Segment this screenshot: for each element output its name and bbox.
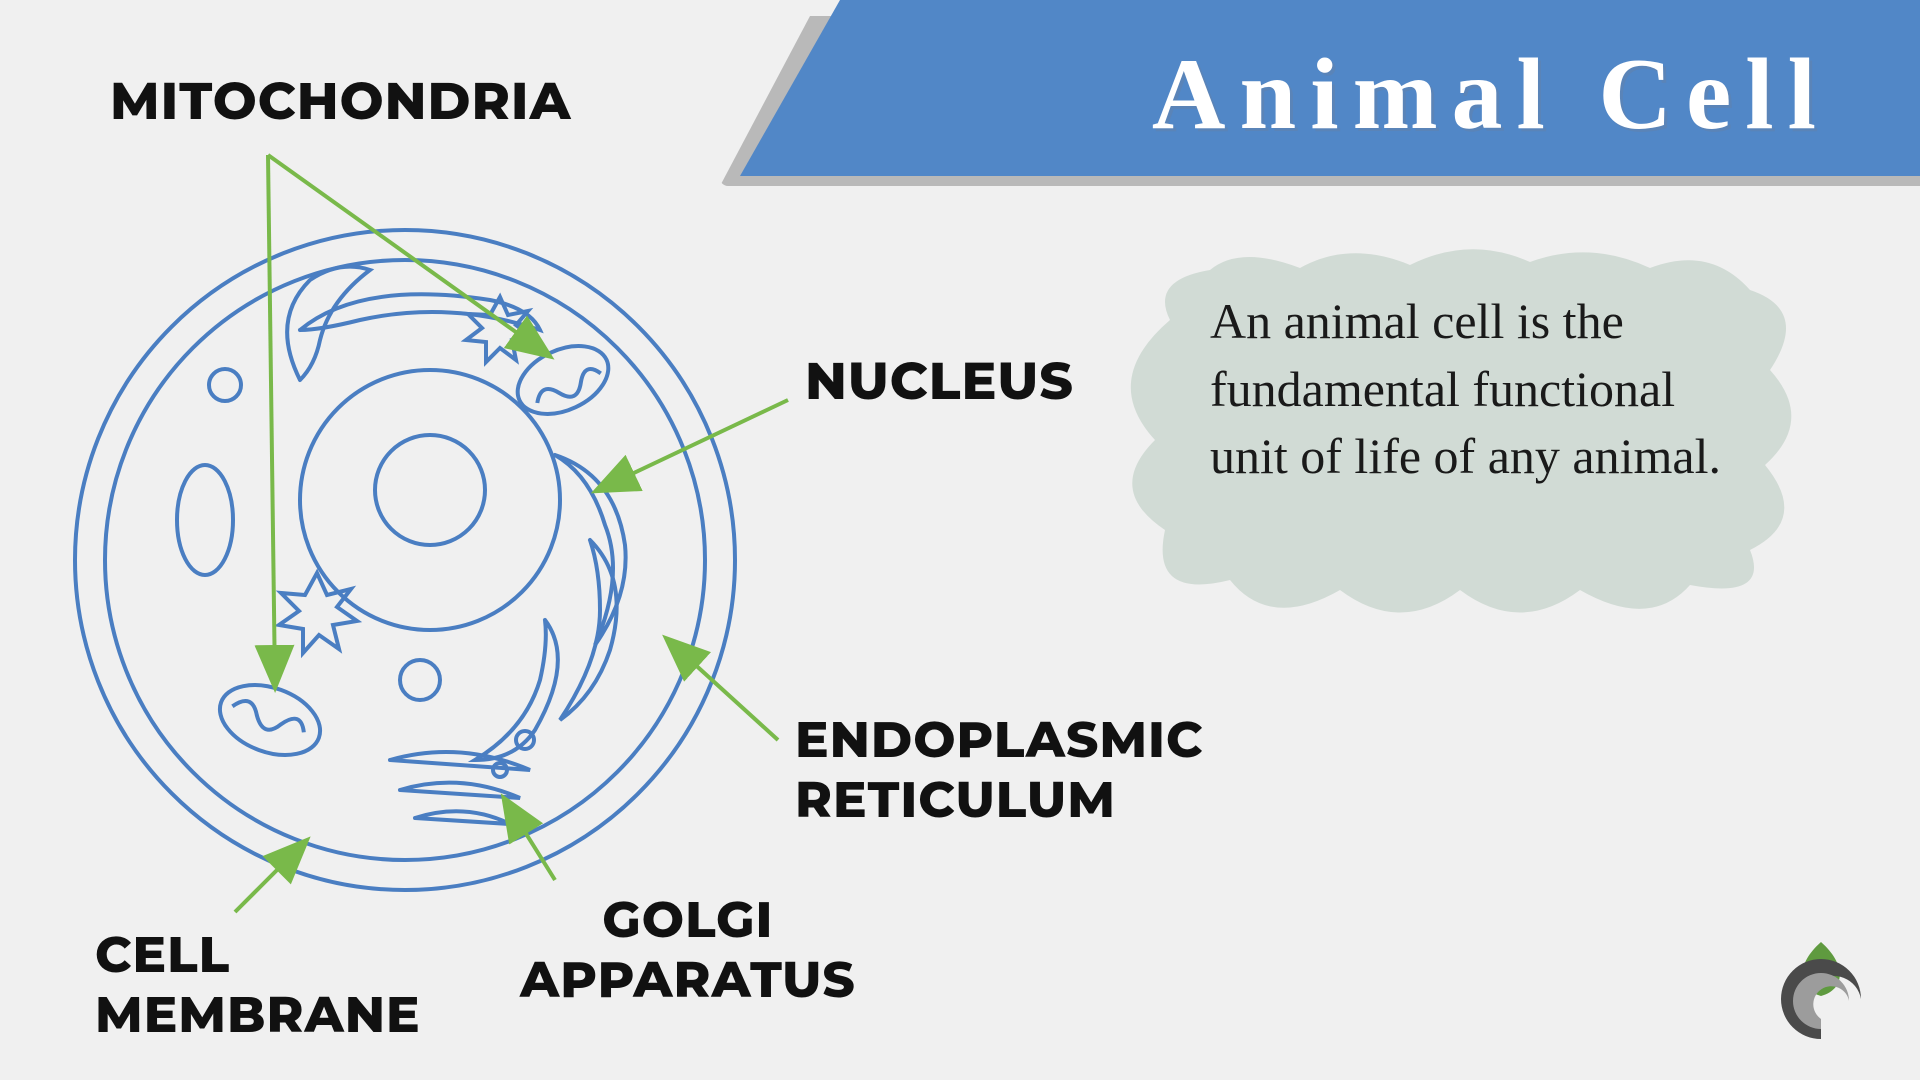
cell-body: [75, 230, 735, 890]
brand-logo-icon: [1766, 934, 1876, 1044]
endoplasmic-reticulum-strands: [287, 267, 625, 760]
nucleolus: [375, 435, 485, 545]
ribosome-star-2: [279, 573, 357, 653]
vacuole: [177, 465, 233, 575]
cell-diagram: [0, 0, 1000, 1080]
definition-text: An animal cell is the fundamental functi…: [1210, 288, 1740, 491]
vesicle-1: [209, 369, 241, 401]
ribosome-star-1: [466, 297, 532, 362]
mitochondrion-top: [507, 333, 619, 428]
golgi-apparatus: [390, 752, 530, 824]
definition-note: An animal cell is the fundamental functi…: [1110, 240, 1810, 620]
vesicle-2: [400, 660, 440, 700]
page-title: Animal Cell: [1152, 36, 1830, 153]
mitochondrion-bottom: [210, 672, 330, 768]
